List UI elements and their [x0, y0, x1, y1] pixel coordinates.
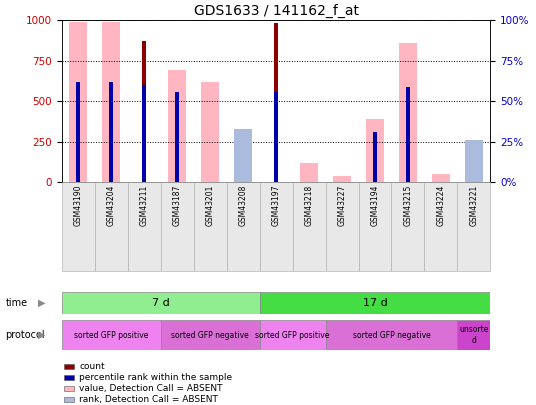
Text: GSM43204: GSM43204	[107, 185, 116, 226]
Text: protocol: protocol	[5, 330, 45, 340]
Text: sorted GFP negative: sorted GFP negative	[171, 330, 249, 340]
Bar	[62, 292, 259, 314]
Bar	[95, 182, 128, 271]
Bar	[274, 92, 278, 182]
Text: unsorte
d: unsorte d	[459, 326, 489, 345]
Text: GSM43190: GSM43190	[73, 185, 83, 226]
Bar	[234, 129, 252, 182]
Text: GSM43224: GSM43224	[436, 185, 445, 226]
Bar	[457, 320, 490, 350]
Bar	[227, 182, 259, 271]
Bar	[465, 140, 483, 182]
Bar	[399, 43, 417, 182]
Bar	[128, 182, 161, 271]
Bar	[259, 292, 490, 314]
Text: GSM43221: GSM43221	[470, 185, 479, 226]
Bar	[142, 85, 146, 182]
Bar	[465, 140, 483, 182]
Bar	[333, 176, 351, 182]
Bar	[109, 82, 113, 182]
Bar	[406, 87, 410, 182]
Text: 7 d: 7 d	[152, 298, 169, 308]
Text: GSM43211: GSM43211	[139, 185, 148, 226]
Text: value, Detection Call = ABSENT: value, Detection Call = ABSENT	[79, 384, 223, 393]
Text: rank, Detection Call = ABSENT: rank, Detection Call = ABSENT	[79, 395, 218, 404]
Bar	[62, 320, 161, 350]
Bar	[161, 182, 193, 271]
Bar	[274, 23, 278, 182]
Bar	[161, 320, 259, 350]
Text: count: count	[79, 362, 105, 371]
Bar	[175, 92, 179, 182]
Bar	[168, 70, 186, 182]
Text: 17 d: 17 d	[363, 298, 388, 308]
Bar	[325, 182, 359, 271]
Bar	[457, 182, 490, 271]
Title: GDS1633 / 141162_f_at: GDS1633 / 141162_f_at	[193, 4, 359, 18]
Text: time: time	[5, 298, 27, 308]
Text: GSM43215: GSM43215	[404, 185, 413, 226]
Text: sorted GFP positive: sorted GFP positive	[255, 330, 330, 340]
Bar	[366, 119, 384, 182]
Text: GSM43201: GSM43201	[206, 185, 214, 226]
Bar	[293, 182, 325, 271]
Bar	[201, 82, 219, 182]
Text: percentile rank within the sample: percentile rank within the sample	[79, 373, 233, 382]
Bar	[425, 182, 457, 271]
Text: GSM43218: GSM43218	[304, 185, 314, 226]
Text: ▶: ▶	[38, 330, 45, 340]
Bar	[76, 82, 80, 182]
Bar	[259, 182, 293, 271]
Bar	[325, 320, 457, 350]
Text: GSM43187: GSM43187	[173, 185, 182, 226]
Bar	[102, 22, 120, 182]
Text: sorted GFP positive: sorted GFP positive	[74, 330, 148, 340]
Text: GSM43194: GSM43194	[370, 185, 379, 226]
Text: sorted GFP negative: sorted GFP negative	[353, 330, 430, 340]
Text: GSM43197: GSM43197	[272, 185, 280, 226]
Text: GSM43227: GSM43227	[338, 185, 346, 226]
Text: GSM43208: GSM43208	[239, 185, 248, 226]
Bar	[373, 132, 377, 182]
Bar	[259, 320, 325, 350]
Bar	[193, 182, 227, 271]
Bar	[359, 182, 391, 271]
Bar	[432, 174, 450, 182]
Bar	[300, 163, 318, 182]
Bar	[62, 182, 95, 271]
Bar	[391, 182, 425, 271]
Bar	[69, 22, 87, 182]
Bar	[142, 41, 146, 182]
Text: ▶: ▶	[38, 298, 45, 308]
